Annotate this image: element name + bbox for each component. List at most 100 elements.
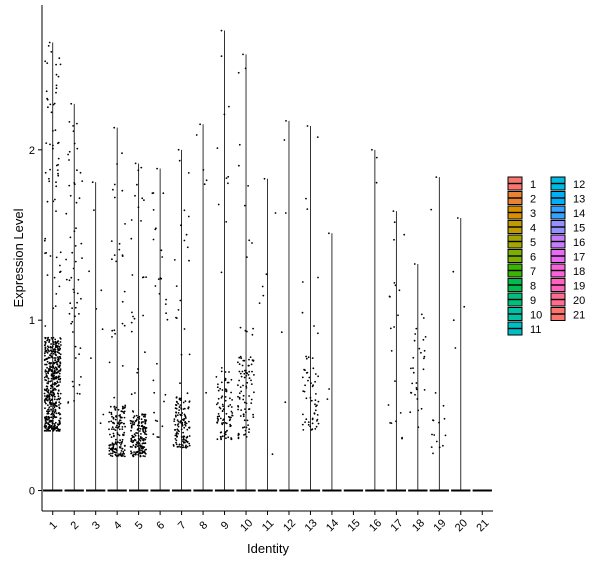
data-point bbox=[144, 455, 146, 458]
data-point bbox=[133, 317, 136, 320]
data-point bbox=[137, 169, 140, 172]
data-point bbox=[305, 397, 308, 400]
data-point bbox=[44, 369, 47, 371]
data-point bbox=[184, 415, 187, 418]
data-point bbox=[112, 188, 114, 191]
data-point bbox=[111, 336, 113, 338]
data-point bbox=[216, 386, 219, 389]
data-point bbox=[70, 102, 73, 105]
data-point bbox=[173, 418, 176, 420]
data-point bbox=[183, 413, 186, 416]
data-point bbox=[130, 393, 133, 396]
data-point bbox=[45, 415, 48, 418]
data-point bbox=[58, 352, 61, 355]
data-point bbox=[219, 417, 222, 420]
data-point bbox=[49, 168, 51, 171]
data-point bbox=[47, 395, 49, 398]
data-point bbox=[114, 429, 117, 431]
data-point bbox=[245, 385, 248, 388]
data-point bbox=[176, 445, 179, 448]
data-point bbox=[57, 347, 59, 350]
data-point bbox=[174, 434, 177, 437]
data-point bbox=[219, 407, 222, 410]
y-tick-label: 0 bbox=[29, 486, 35, 498]
data-point bbox=[398, 289, 401, 292]
data-point bbox=[224, 399, 227, 402]
data-point bbox=[108, 444, 111, 447]
data-point bbox=[313, 325, 315, 327]
x-tick-label: 4 bbox=[111, 519, 124, 532]
data-point bbox=[68, 312, 71, 315]
data-point bbox=[58, 419, 60, 422]
data-point bbox=[141, 197, 144, 200]
data-point bbox=[183, 328, 186, 330]
data-point bbox=[312, 384, 314, 387]
data-point bbox=[312, 367, 315, 370]
data-point bbox=[68, 279, 71, 282]
data-point bbox=[59, 338, 62, 340]
data-point bbox=[113, 434, 115, 437]
data-point bbox=[51, 386, 54, 388]
data-point bbox=[164, 303, 167, 305]
data-point bbox=[119, 419, 122, 422]
data-point bbox=[122, 434, 124, 437]
data-point bbox=[135, 414, 138, 417]
data-point bbox=[59, 356, 62, 358]
data-point bbox=[52, 417, 55, 420]
data-point bbox=[250, 383, 253, 385]
data-point bbox=[53, 403, 56, 405]
data-point bbox=[49, 143, 51, 146]
data-point bbox=[50, 51, 53, 53]
data-point bbox=[47, 338, 49, 341]
data-point bbox=[45, 375, 47, 378]
legend-label: 3 bbox=[530, 208, 536, 220]
data-point bbox=[121, 426, 124, 428]
data-point bbox=[95, 308, 98, 310]
data-point bbox=[423, 357, 425, 360]
data-point bbox=[415, 327, 418, 330]
data-point bbox=[53, 371, 56, 374]
data-point bbox=[248, 239, 251, 242]
data-point bbox=[463, 305, 466, 308]
data-point bbox=[142, 413, 145, 416]
data-point bbox=[217, 420, 219, 422]
data-point bbox=[175, 407, 178, 410]
data-point bbox=[50, 394, 53, 397]
data-point bbox=[57, 141, 60, 144]
data-point bbox=[218, 415, 221, 418]
data-point bbox=[44, 337, 47, 340]
data-point bbox=[152, 379, 155, 382]
data-point bbox=[239, 355, 242, 358]
data-point bbox=[45, 389, 48, 392]
data-point bbox=[216, 417, 219, 420]
data-point bbox=[113, 254, 116, 256]
data-point bbox=[72, 288, 75, 291]
data-point bbox=[76, 169, 78, 172]
data-point bbox=[227, 405, 230, 408]
data-point bbox=[47, 382, 49, 385]
data-point bbox=[53, 428, 55, 431]
data-point bbox=[179, 382, 181, 385]
data-point bbox=[158, 292, 161, 295]
data-point bbox=[143, 426, 146, 428]
data-point bbox=[71, 320, 74, 323]
data-point bbox=[221, 395, 224, 398]
data-point bbox=[132, 420, 134, 423]
data-point bbox=[112, 447, 115, 450]
data-point bbox=[50, 352, 53, 355]
data-point bbox=[52, 103, 55, 106]
data-point bbox=[131, 422, 134, 424]
data-point bbox=[244, 329, 247, 332]
data-point bbox=[55, 372, 58, 374]
data-point bbox=[118, 248, 121, 251]
data-point bbox=[56, 363, 59, 366]
data-point bbox=[420, 313, 423, 316]
data-point bbox=[55, 361, 58, 364]
data-point bbox=[72, 267, 75, 270]
data-point bbox=[175, 400, 178, 403]
data-point bbox=[186, 436, 189, 439]
data-point bbox=[411, 382, 414, 385]
data-point bbox=[47, 381, 50, 383]
data-point bbox=[182, 438, 185, 441]
